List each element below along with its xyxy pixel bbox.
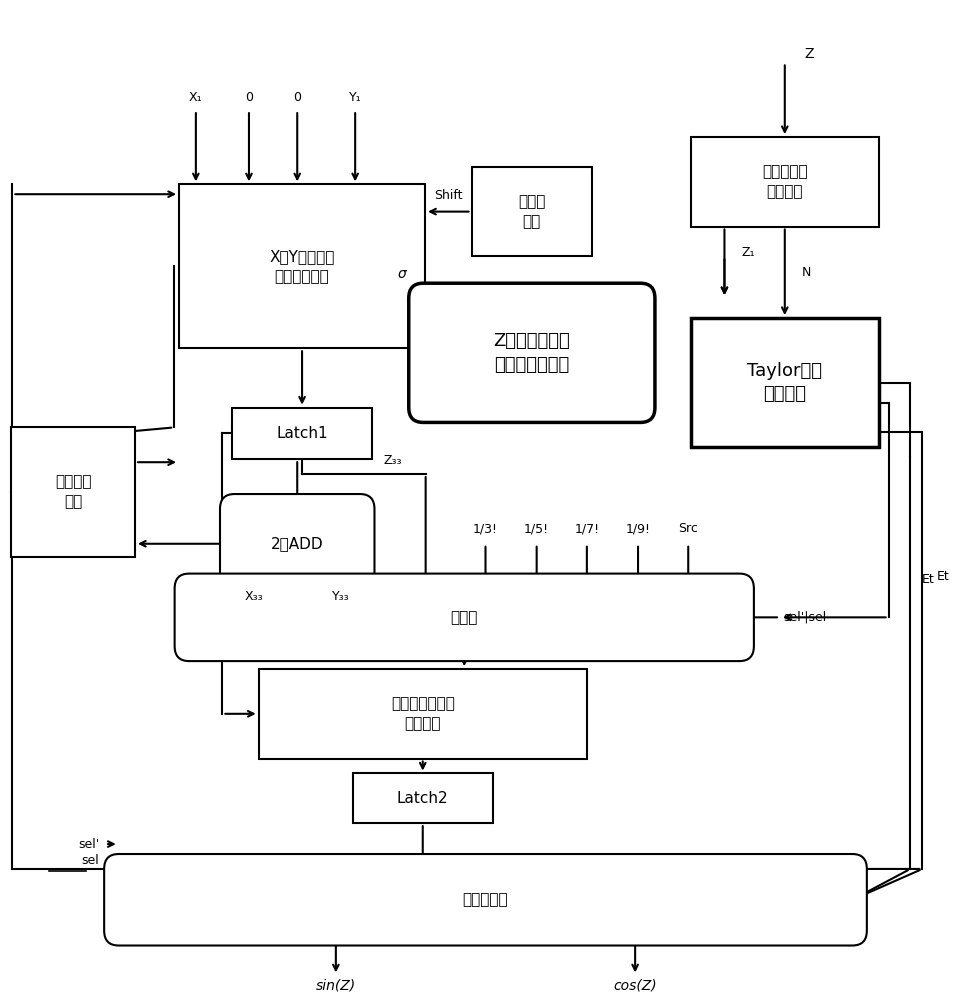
Text: 计数器
模块: 计数器 模块 [519, 194, 546, 229]
Text: Latch2: Latch2 [397, 791, 449, 806]
FancyBboxPatch shape [220, 494, 375, 593]
Text: Src: Src [679, 522, 698, 535]
Text: Y₁: Y₁ [349, 91, 361, 104]
Text: Z₁: Z₁ [742, 246, 755, 259]
Text: 状态控制
模块: 状态控制 模块 [55, 475, 91, 509]
FancyBboxPatch shape [232, 408, 372, 459]
Text: 1/7!: 1/7! [574, 522, 599, 535]
Text: X₃₃: X₃₃ [245, 590, 263, 603]
Text: 1/3!: 1/3! [473, 522, 498, 535]
Text: sel'|sel: sel'|sel [783, 611, 826, 624]
Text: sin(Z): sin(Z) [316, 978, 356, 992]
Text: Z₃₃: Z₃₃ [384, 454, 402, 467]
FancyBboxPatch shape [12, 427, 135, 557]
Text: Taylor选择
判断模块: Taylor选择 判断模块 [748, 362, 822, 403]
Text: σ: σ [397, 267, 407, 281]
Text: Z通路计算及旋
转方向预测模块: Z通路计算及旋 转方向预测模块 [493, 332, 570, 374]
Text: Z: Z [804, 47, 814, 61]
Text: sel': sel' [78, 838, 99, 851]
Text: 截断定点乘法器
复用模块: 截断定点乘法器 复用模块 [390, 696, 454, 731]
FancyBboxPatch shape [690, 137, 879, 227]
Text: cos(Z): cos(Z) [614, 978, 657, 992]
FancyBboxPatch shape [352, 773, 492, 823]
Text: 2个ADD: 2个ADD [271, 536, 323, 551]
FancyBboxPatch shape [409, 283, 654, 422]
FancyBboxPatch shape [175, 574, 753, 661]
Text: 1/5!: 1/5! [524, 522, 550, 535]
Text: X、Y通路迭代
计算复用模块: X、Y通路迭代 计算复用模块 [269, 249, 335, 284]
FancyBboxPatch shape [258, 669, 586, 759]
Text: 浮点转换成
定点模块: 浮点转换成 定点模块 [762, 164, 808, 199]
Text: X₁: X₁ [189, 91, 203, 104]
Text: 0: 0 [293, 91, 301, 104]
Text: 0: 0 [245, 91, 253, 104]
Text: Et: Et [937, 570, 950, 583]
FancyBboxPatch shape [179, 184, 425, 348]
Text: N: N [802, 266, 812, 279]
Text: 后处理模块: 后处理模块 [463, 892, 508, 907]
FancyBboxPatch shape [472, 167, 592, 256]
Text: Et: Et [921, 573, 935, 586]
FancyBboxPatch shape [104, 854, 867, 946]
Text: Shift: Shift [434, 189, 462, 202]
FancyBboxPatch shape [690, 318, 879, 447]
Text: Latch1: Latch1 [277, 426, 328, 441]
Text: sel: sel [82, 854, 99, 867]
Text: 选择器: 选择器 [451, 610, 478, 625]
Text: 1/9!: 1/9! [625, 522, 651, 535]
Text: Y₃₃: Y₃₃ [332, 590, 350, 603]
